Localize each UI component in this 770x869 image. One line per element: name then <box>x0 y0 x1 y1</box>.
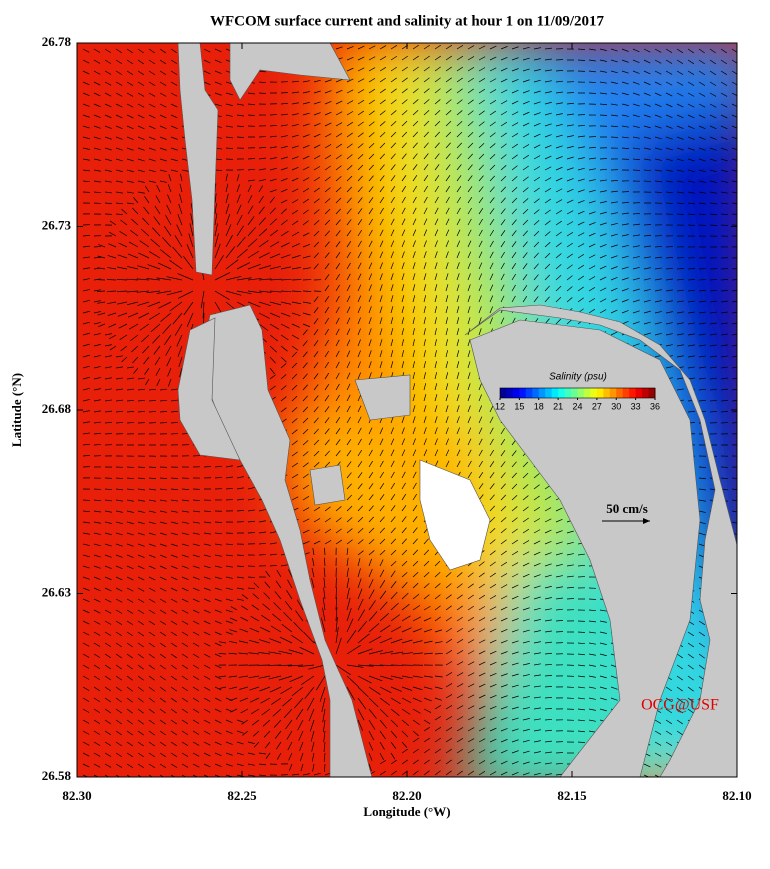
colorbar-tick-label: 21 <box>553 401 563 411</box>
y-tick-label: 26.58 <box>42 768 72 783</box>
y-tick-label: 26.63 <box>42 584 72 599</box>
colorbar-cell <box>513 388 520 398</box>
colorbar-cell <box>578 388 585 398</box>
x-tick-label: 82.30 <box>62 788 91 803</box>
y-tick-label: 26.78 <box>42 34 72 49</box>
colorbar: 12 15 18 21 24 27 30 33 36 <box>495 388 660 411</box>
colorbar-tick-label: 18 <box>534 401 544 411</box>
y-tick-label: 26.73 <box>42 217 72 232</box>
colorbar-cell <box>571 388 578 398</box>
x-tick-label: 82.15 <box>557 788 587 803</box>
colorbar-cell <box>636 388 643 398</box>
colorbar-cell <box>552 388 559 398</box>
map-area <box>77 40 760 800</box>
y-axis-label: Latitude (°N) <box>9 373 24 447</box>
colorbar-cell <box>558 388 565 398</box>
colorbar-tick-label: 15 <box>514 401 524 411</box>
colorbar-cell <box>506 388 513 398</box>
colorbar-cell <box>545 388 552 398</box>
colorbar-cell <box>539 388 546 398</box>
x-tick-label: 82.25 <box>227 788 257 803</box>
chart-title: WFCOM surface current and salinity at ho… <box>210 13 605 29</box>
island <box>310 465 345 505</box>
x-tick-label: 82.20 <box>392 788 421 803</box>
colorbar-cell <box>590 388 597 398</box>
scale-label: 50 cm/s <box>606 501 648 516</box>
colorbar-cell <box>500 388 507 398</box>
x-axis-label: Longitude (°W) <box>363 804 450 819</box>
colorbar-tick-label: 30 <box>611 401 621 411</box>
y-tick-label: 26.68 <box>42 401 72 416</box>
colorbar-cell <box>649 388 656 398</box>
colorbar-cell <box>584 388 591 398</box>
colorbar-cell <box>642 388 649 398</box>
colorbar-tick-label: 12 <box>495 401 505 411</box>
colorbar-tick-label: 36 <box>650 401 660 411</box>
colorbar-cell <box>519 388 526 398</box>
x-tick-label: 82.10 <box>722 788 751 803</box>
colorbar-tick-label: 24 <box>572 401 582 411</box>
colorbar-cell <box>532 388 539 398</box>
colorbar-cell <box>597 388 604 398</box>
colorbar-cell <box>610 388 617 398</box>
colorbar-cell <box>616 388 623 398</box>
colorbar-cell <box>629 388 636 398</box>
colorbar-cell <box>603 388 610 398</box>
colorbar-cell <box>526 388 533 398</box>
colorbar-tick-label: 33 <box>631 401 641 411</box>
colorbar-cell <box>565 388 572 398</box>
colorbar-cell <box>623 388 630 398</box>
colorbar-title: Salinity (psu) <box>549 372 607 383</box>
credit: OCG@USF <box>641 697 719 714</box>
colorbar-tick-label: 27 <box>592 401 602 411</box>
